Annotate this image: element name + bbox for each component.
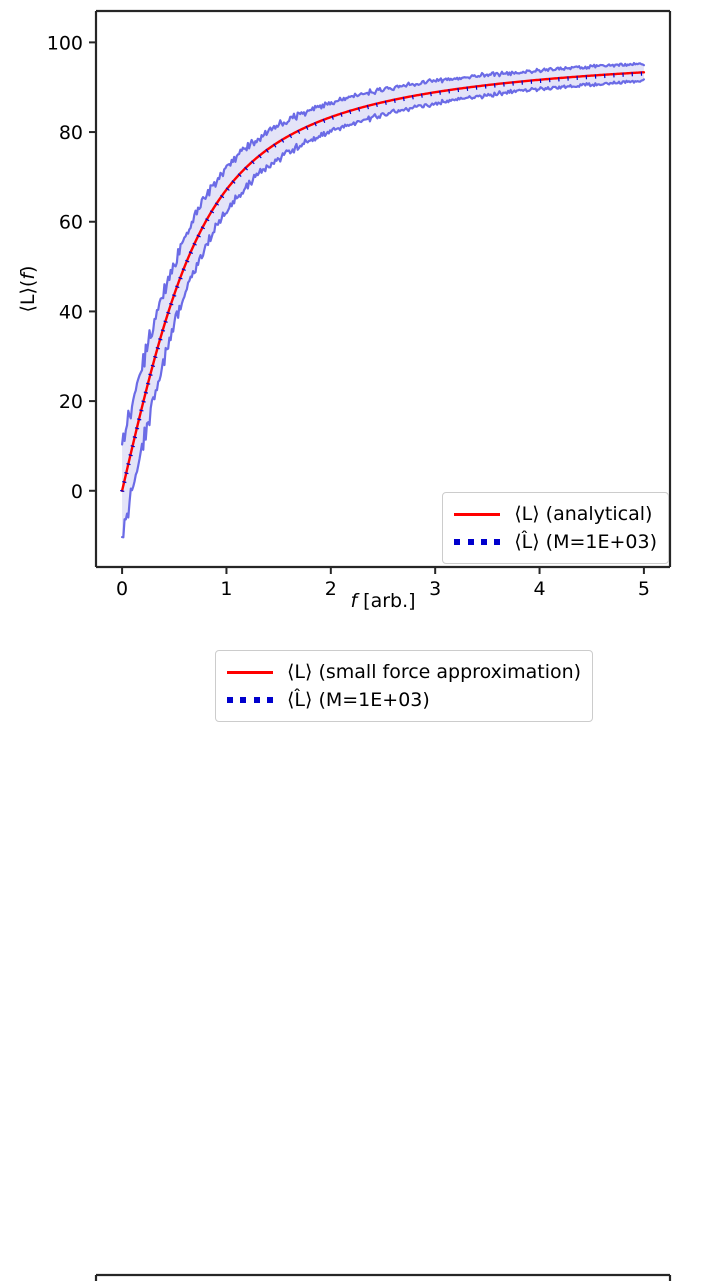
top-y-tick-label: 100 [47, 32, 83, 54]
top-legend-label-estimate: ⟨L̂⟩ (M=1E+03) [514, 530, 657, 553]
bottom-legend-label-estimate: ⟨L̂⟩ (M=1E+03) [287, 688, 430, 711]
top-x-tick-labels: 0 1 2 3 4 5 [116, 578, 650, 600]
top-x-tick-marks [121, 567, 645, 574]
dotted-blue-line-key-icon [454, 533, 501, 551]
top-x-tick-label: 2 [325, 578, 337, 600]
top-x-tick-label: 0 [116, 578, 128, 600]
top-y-tick-label: 40 [59, 301, 83, 323]
top-x-axis-label: f [arb.] [350, 590, 415, 612]
chart-panel-top: 0 1 2 3 4 5 0 20 40 60 80 100 f [arb.] ⟨L⟩(f) ⟨L⟩ … [0, 0, 705, 630]
top-x-tick-label: 3 [429, 578, 441, 600]
top-x-tick-label: 4 [533, 578, 545, 600]
top-legend-label-analytical: ⟨L⟩ (analytical) [514, 502, 653, 525]
top-x-tick-label: 5 [638, 578, 650, 600]
top-confidence-band [120, 61, 646, 539]
bottom-axes-spines [94, 1273, 672, 1281]
bottom-legend-item-smallforce[interactable]: ⟨L⟩ (small force approximation) [227, 658, 581, 686]
top-y-tick-label: 0 [71, 481, 83, 503]
top-y-tick-label: 20 [59, 391, 83, 413]
top-legend-item-analytical[interactable]: ⟨L⟩ (analytical) [454, 500, 657, 528]
bottom-legend[interactable]: ⟨L⟩ (small force approximation) ⟨L̂⟩ (M=… [215, 650, 594, 722]
solid-red-line-key-icon [454, 505, 501, 523]
chart-panel-bottom: 0.00.10.20.30.40.5 010203040506070 f [ar… [0, 630, 705, 1281]
top-y-tick-label: 60 [59, 212, 83, 234]
top-estimate-curve [120, 71, 645, 493]
top-x-tick-label: 1 [220, 578, 232, 600]
solid-red-line-key-icon [227, 663, 273, 681]
top-y-tick-label: 80 [59, 122, 83, 144]
bottom-legend-item-estimate[interactable]: ⟨L̂⟩ (M=1E+03) [227, 686, 581, 714]
bottom-plot-svg-main: 0.00.10.20.30.40.5 010203040506070 f [ar… [94, 1273, 672, 1281]
top-analytical-curve [120, 71, 646, 492]
top-legend[interactable]: ⟨L⟩ (analytical) ⟨L̂⟩ (M=1E+03) [442, 492, 669, 564]
top-y-tick-labels: 0 20 40 60 80 100 [47, 32, 83, 502]
top-y-axis-label: ⟨L⟩(f) [17, 266, 39, 313]
bottom-legend-label-smallforce: ⟨L⟩ (small force approximation) [287, 660, 582, 683]
top-y-tick-marks [89, 41, 96, 492]
top-legend-item-estimate[interactable]: ⟨L̂⟩ (M=1E+03) [454, 528, 657, 556]
dotted-blue-line-key-icon [227, 691, 273, 709]
top-plot-svg: 0 1 2 3 4 5 0 20 40 60 80 100 f [arb.] ⟨L⟩(f) [17, 9, 672, 612]
top-axes-spines [94, 9, 672, 569]
